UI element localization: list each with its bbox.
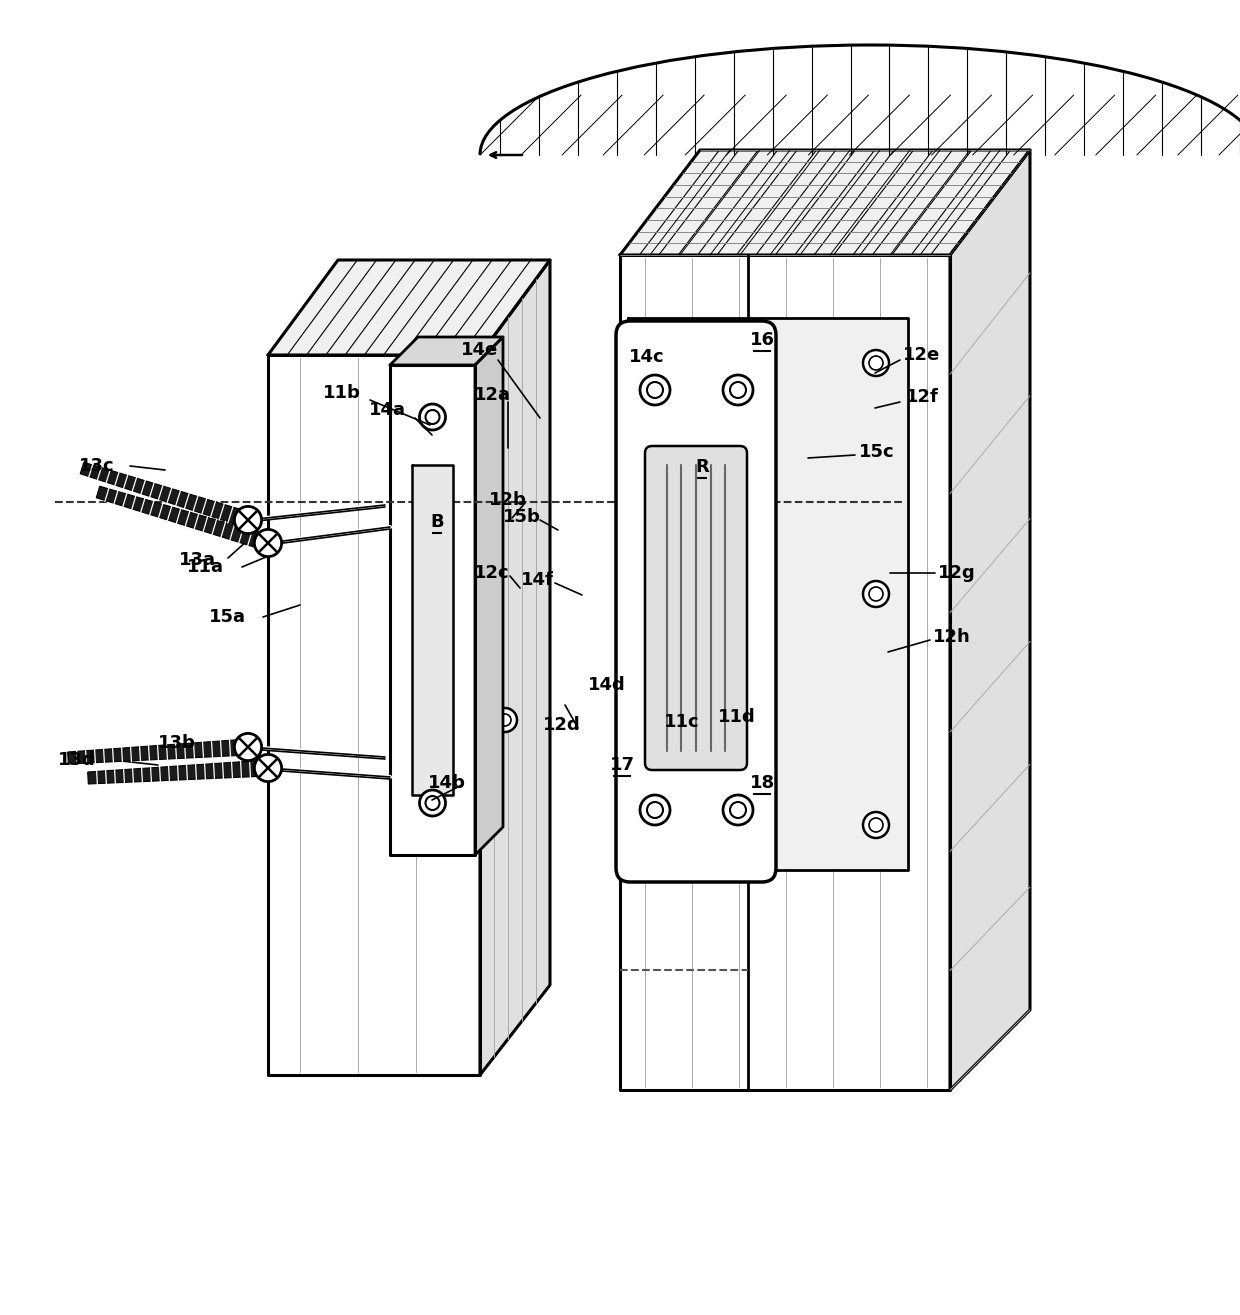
Polygon shape xyxy=(480,260,551,1074)
Text: 11c: 11c xyxy=(665,713,699,731)
Circle shape xyxy=(723,796,753,825)
Circle shape xyxy=(425,410,439,423)
FancyBboxPatch shape xyxy=(616,321,776,882)
Text: 11b: 11b xyxy=(324,384,361,402)
Polygon shape xyxy=(88,760,268,784)
Circle shape xyxy=(417,747,443,773)
Circle shape xyxy=(494,707,517,732)
Polygon shape xyxy=(620,255,950,1090)
Text: R: R xyxy=(696,458,709,476)
Text: 12g: 12g xyxy=(939,564,976,583)
Polygon shape xyxy=(268,260,551,355)
Polygon shape xyxy=(97,487,270,551)
Circle shape xyxy=(254,530,281,556)
Text: B: B xyxy=(430,513,444,531)
Text: 17: 17 xyxy=(610,756,635,775)
Circle shape xyxy=(419,790,445,817)
Text: 14b: 14b xyxy=(428,775,466,792)
Circle shape xyxy=(863,350,889,376)
Circle shape xyxy=(640,375,670,405)
Text: 12h: 12h xyxy=(934,629,971,646)
Circle shape xyxy=(863,811,889,838)
Text: 13a: 13a xyxy=(179,551,216,569)
Text: 14a: 14a xyxy=(368,401,405,419)
Circle shape xyxy=(640,796,670,825)
Text: 14f: 14f xyxy=(521,571,553,589)
Text: 13b: 13b xyxy=(157,734,196,752)
Text: 13d: 13d xyxy=(58,751,95,769)
Text: 12e: 12e xyxy=(904,346,941,364)
Circle shape xyxy=(863,581,889,608)
Circle shape xyxy=(647,381,663,398)
Circle shape xyxy=(653,356,667,370)
Circle shape xyxy=(730,381,746,398)
Circle shape xyxy=(647,350,673,376)
Circle shape xyxy=(234,734,262,760)
Text: 12d: 12d xyxy=(543,715,580,734)
Text: 18: 18 xyxy=(749,775,775,792)
Text: 11a: 11a xyxy=(186,558,223,576)
Circle shape xyxy=(723,375,753,405)
Circle shape xyxy=(647,802,663,818)
Text: 11d: 11d xyxy=(718,707,756,726)
Polygon shape xyxy=(268,355,480,1074)
Text: 14e: 14e xyxy=(461,341,498,359)
Circle shape xyxy=(423,468,436,483)
Circle shape xyxy=(419,404,445,430)
Text: 12b: 12b xyxy=(489,490,527,509)
Circle shape xyxy=(869,818,883,832)
Circle shape xyxy=(653,818,667,832)
Polygon shape xyxy=(620,150,1030,255)
Polygon shape xyxy=(391,366,475,855)
Circle shape xyxy=(647,811,673,838)
Circle shape xyxy=(254,755,281,781)
Text: 12c: 12c xyxy=(474,564,510,583)
Text: 15c: 15c xyxy=(859,443,895,462)
Text: 14c: 14c xyxy=(629,348,665,366)
Polygon shape xyxy=(627,318,908,871)
Text: 12f: 12f xyxy=(905,388,939,406)
Text: 15b: 15b xyxy=(503,508,541,526)
Circle shape xyxy=(869,356,883,370)
Circle shape xyxy=(417,462,443,488)
Circle shape xyxy=(730,802,746,818)
Circle shape xyxy=(869,586,883,601)
Circle shape xyxy=(234,506,262,534)
Circle shape xyxy=(423,753,436,767)
Polygon shape xyxy=(391,337,503,366)
Text: 14d: 14d xyxy=(588,676,626,694)
Polygon shape xyxy=(68,739,248,764)
Polygon shape xyxy=(475,337,503,855)
Text: 13c: 13c xyxy=(79,458,115,475)
Circle shape xyxy=(653,586,667,601)
Circle shape xyxy=(647,581,673,608)
FancyBboxPatch shape xyxy=(645,446,746,771)
Circle shape xyxy=(498,714,511,726)
Circle shape xyxy=(425,796,439,810)
Polygon shape xyxy=(412,466,453,796)
Text: 16: 16 xyxy=(749,331,775,348)
Polygon shape xyxy=(81,463,250,527)
Text: 12a: 12a xyxy=(474,387,511,404)
Polygon shape xyxy=(950,150,1030,1090)
Text: 15a: 15a xyxy=(208,608,246,626)
